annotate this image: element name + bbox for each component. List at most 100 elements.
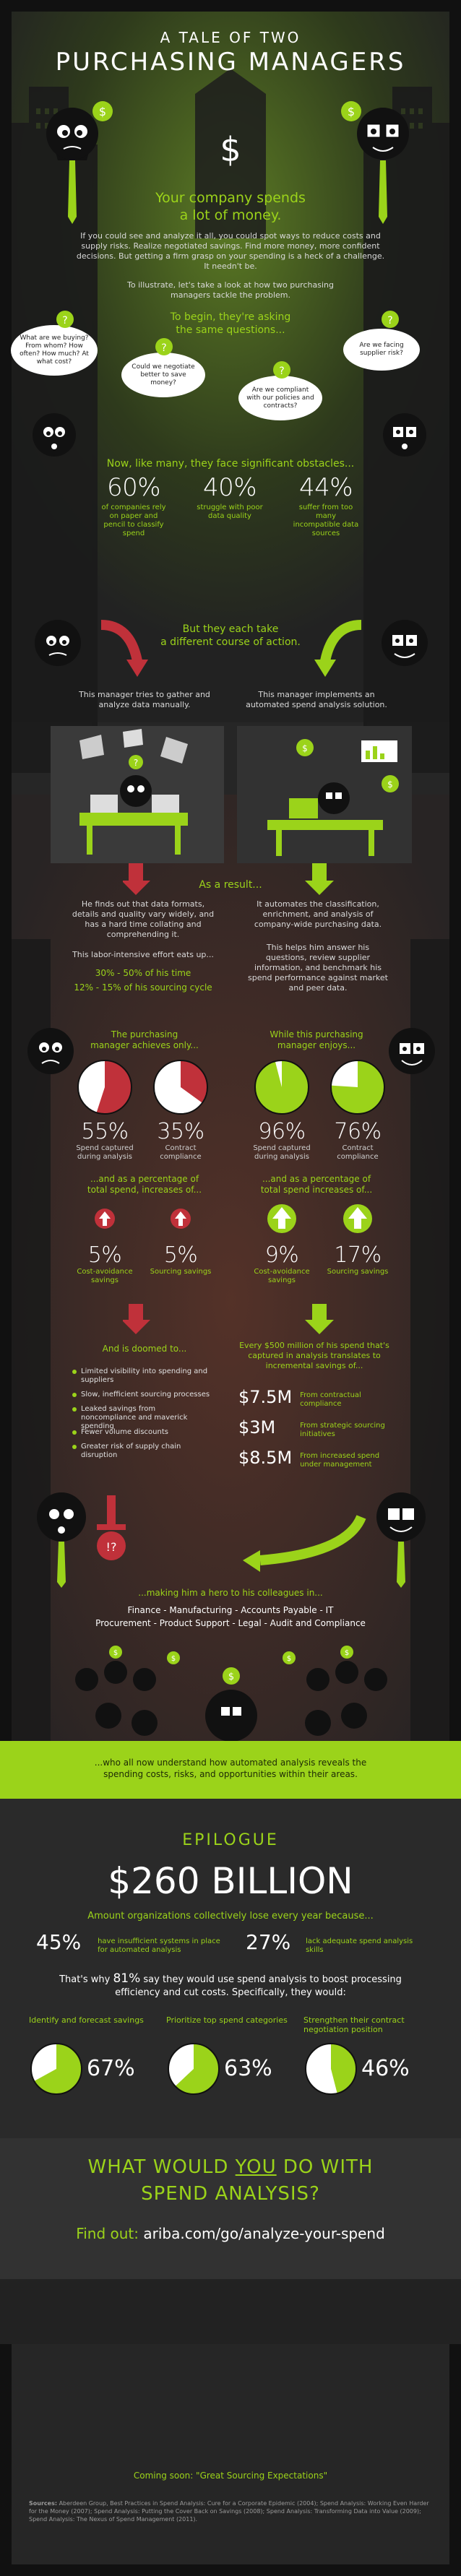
manual-manager-face-top: $ [46,101,113,224]
automated-manager-hero [376,1492,426,1542]
saving-item: 5% Sourcing savings [145,1242,217,1276]
hero-closing: ...who all now understand how automated … [94,1758,367,1779]
small-up-arrow-icon [171,1209,191,1229]
achieve-right-sub-2: total spend increases of... [260,1185,373,1195]
achieve-pies: 55% Spend captured during analysis 35% C… [69,1058,394,1162]
header: A TALE OF TWO PURCHASING MANAGERS [0,29,461,77]
pie-outline [168,2043,220,2095]
computer-desk-icon [267,798,383,856]
would-item: Identify and forecast savings 67% [29,2015,159,2095]
pie-outline [30,2043,82,2095]
footer-sources: Sources: Aberdeen Group, Best Practices … [29,2499,432,2523]
achieve-right-title-2: manager enjoys... [277,1040,356,1050]
svg-text:$: $ [113,1649,118,1657]
pie-label: 96% [258,1119,306,1144]
red-arrow-icon [100,620,142,662]
obstacles-row: 60% of companies rely on paper and penci… [87,473,376,543]
hero-figures: !? [37,1492,426,1588]
saving-pct: 17% [334,1242,382,1268]
question-icon [56,311,74,328]
pie-block: 35% Contract compliance [145,1058,217,1162]
doomed-bullet: Limited visibility into spending and sup… [72,1367,211,1385]
svg-text:$: $ [171,1655,176,1663]
pie-slice [331,1060,384,1114]
small-up-arrow-icon [95,1209,115,1229]
big-up-arrow-icon [267,1204,296,1233]
pie-chart-5 [30,2043,82,2095]
question-bubble-1: What are we buying? From whom? How often… [11,325,98,376]
achieve-right-title-1: While this purchasing [270,1029,363,1040]
pie-label: 67% [87,2056,135,2081]
course-title: But they each take a different course of… [159,623,302,649]
achieve-figures [27,1028,435,1074]
green-arrow-icon [320,620,362,662]
course-title-2: a different course of action. [160,636,301,648]
svg-text:$: $ [228,1672,234,1682]
saving-label: Sourcing savings [327,1268,389,1276]
pie-block: 55% Spend captured during analysis [69,1058,141,1162]
saving-item: 9% Cost-avoidance savings [246,1242,318,1285]
svg-text:$: $ [287,1655,291,1663]
course-left: This manager tries to gather and analyze… [79,690,210,709]
cta-band [0,2138,461,2279]
questions-title: To begin, they're asking the same questi… [145,311,316,337]
big-up-arrow-icon [343,1204,372,1233]
course-title-1: But they each take [182,623,279,635]
translates-amount: $3M [238,1417,276,1438]
doomed-bullet: Slow, inefficient sourcing processes [72,1391,210,1399]
translates-amount: $7.5M [238,1387,293,1407]
automated-manager-figure [318,782,350,814]
question-bubble-2: Could we negotiate better to save money? [121,353,205,397]
pie-block: 76% Contract compliance [322,1058,394,1162]
pie-caption: Contract compliance [160,1144,202,1161]
header-line1: A TALE OF TWO [160,29,301,46]
cta-line1-post: DO WITH [276,2156,374,2178]
doomed-bullet: Leaked savings from noncompliance and ma… [72,1405,211,1431]
automated-manager-face-top: $ [341,101,409,224]
pie-chart-7 [305,2043,357,2095]
epilogue-stat2-text: lack adequate spend analysis skills [306,1937,413,1954]
epilogue-sub: Amount organizations collectively lose e… [87,1911,374,1922]
thats-why-pct: 81% [113,1971,141,1986]
intro-paragraph-2: To illustrate, let's take a look at how … [127,280,334,300]
epilogue-stat1-pct: 45% [36,1930,82,1954]
svg-text:$: $ [348,105,355,118]
epilogue-label: EPILOGUE [182,1831,279,1849]
automated-manager-worried [383,413,426,457]
question-bubble-3: Are we compliant with our policies and c… [238,376,322,420]
saving-item: 5% Cost-avoidance savings [69,1242,141,1285]
pie-label: 46% [361,2056,410,2081]
colleagues-crowd: $ $ $ $ $ [75,1646,387,1742]
pie-slice [331,2044,356,2093]
saving-label: Cost-avoidance savings [77,1268,133,1284]
result-left-stat2: 12% - 15% of his sourcing cycle [74,982,212,993]
sources-text: Aberdeen Group, Best Practices in Spend … [29,2500,429,2523]
doomed-bullet: Greater risk of supply chain disruption [72,1443,211,1460]
epilogue-big: $260 BILLION [108,1860,353,1902]
result-right-p2: This helps him answer his questions, rev… [248,943,388,993]
coming-soon: Coming soon: "Great Sourcing Expectation… [133,2471,328,2481]
svg-text:$: $ [99,105,106,118]
red-down-arrow-icon [123,863,150,895]
dollar-icon [167,1651,180,1664]
obstacle-pct: 60% [106,473,161,502]
dollar-icon [92,101,113,121]
pie-label: 63% [224,2056,272,2081]
pie-slice [175,2044,219,2094]
would-item: Strengthen their contract negotiation po… [303,2015,434,2095]
intro: Your company spends a lot of money. [101,189,360,224]
chart-dashboard-icon: $ $ [296,739,399,792]
pie-slice [96,1060,132,1114]
pie-outline [330,1060,385,1115]
intro-headline-1: Your company spends [155,190,306,206]
manager-figure [357,108,409,224]
cta-line1-you: YOU [235,2156,277,2178]
saving-item: 17% Sourcing savings [322,1242,394,1276]
result-arrows [123,863,334,895]
paper-stack-icon [79,729,188,855]
pie-slice [34,2044,82,2094]
cta-url-link[interactable]: ariba.com/go/analyze-your-spend [143,2225,385,2242]
obstacle-text: of companies rely on paper and pencil to… [101,503,166,537]
pie-caption: Contract compliance [337,1144,379,1161]
dollar-icon [109,1646,122,1659]
